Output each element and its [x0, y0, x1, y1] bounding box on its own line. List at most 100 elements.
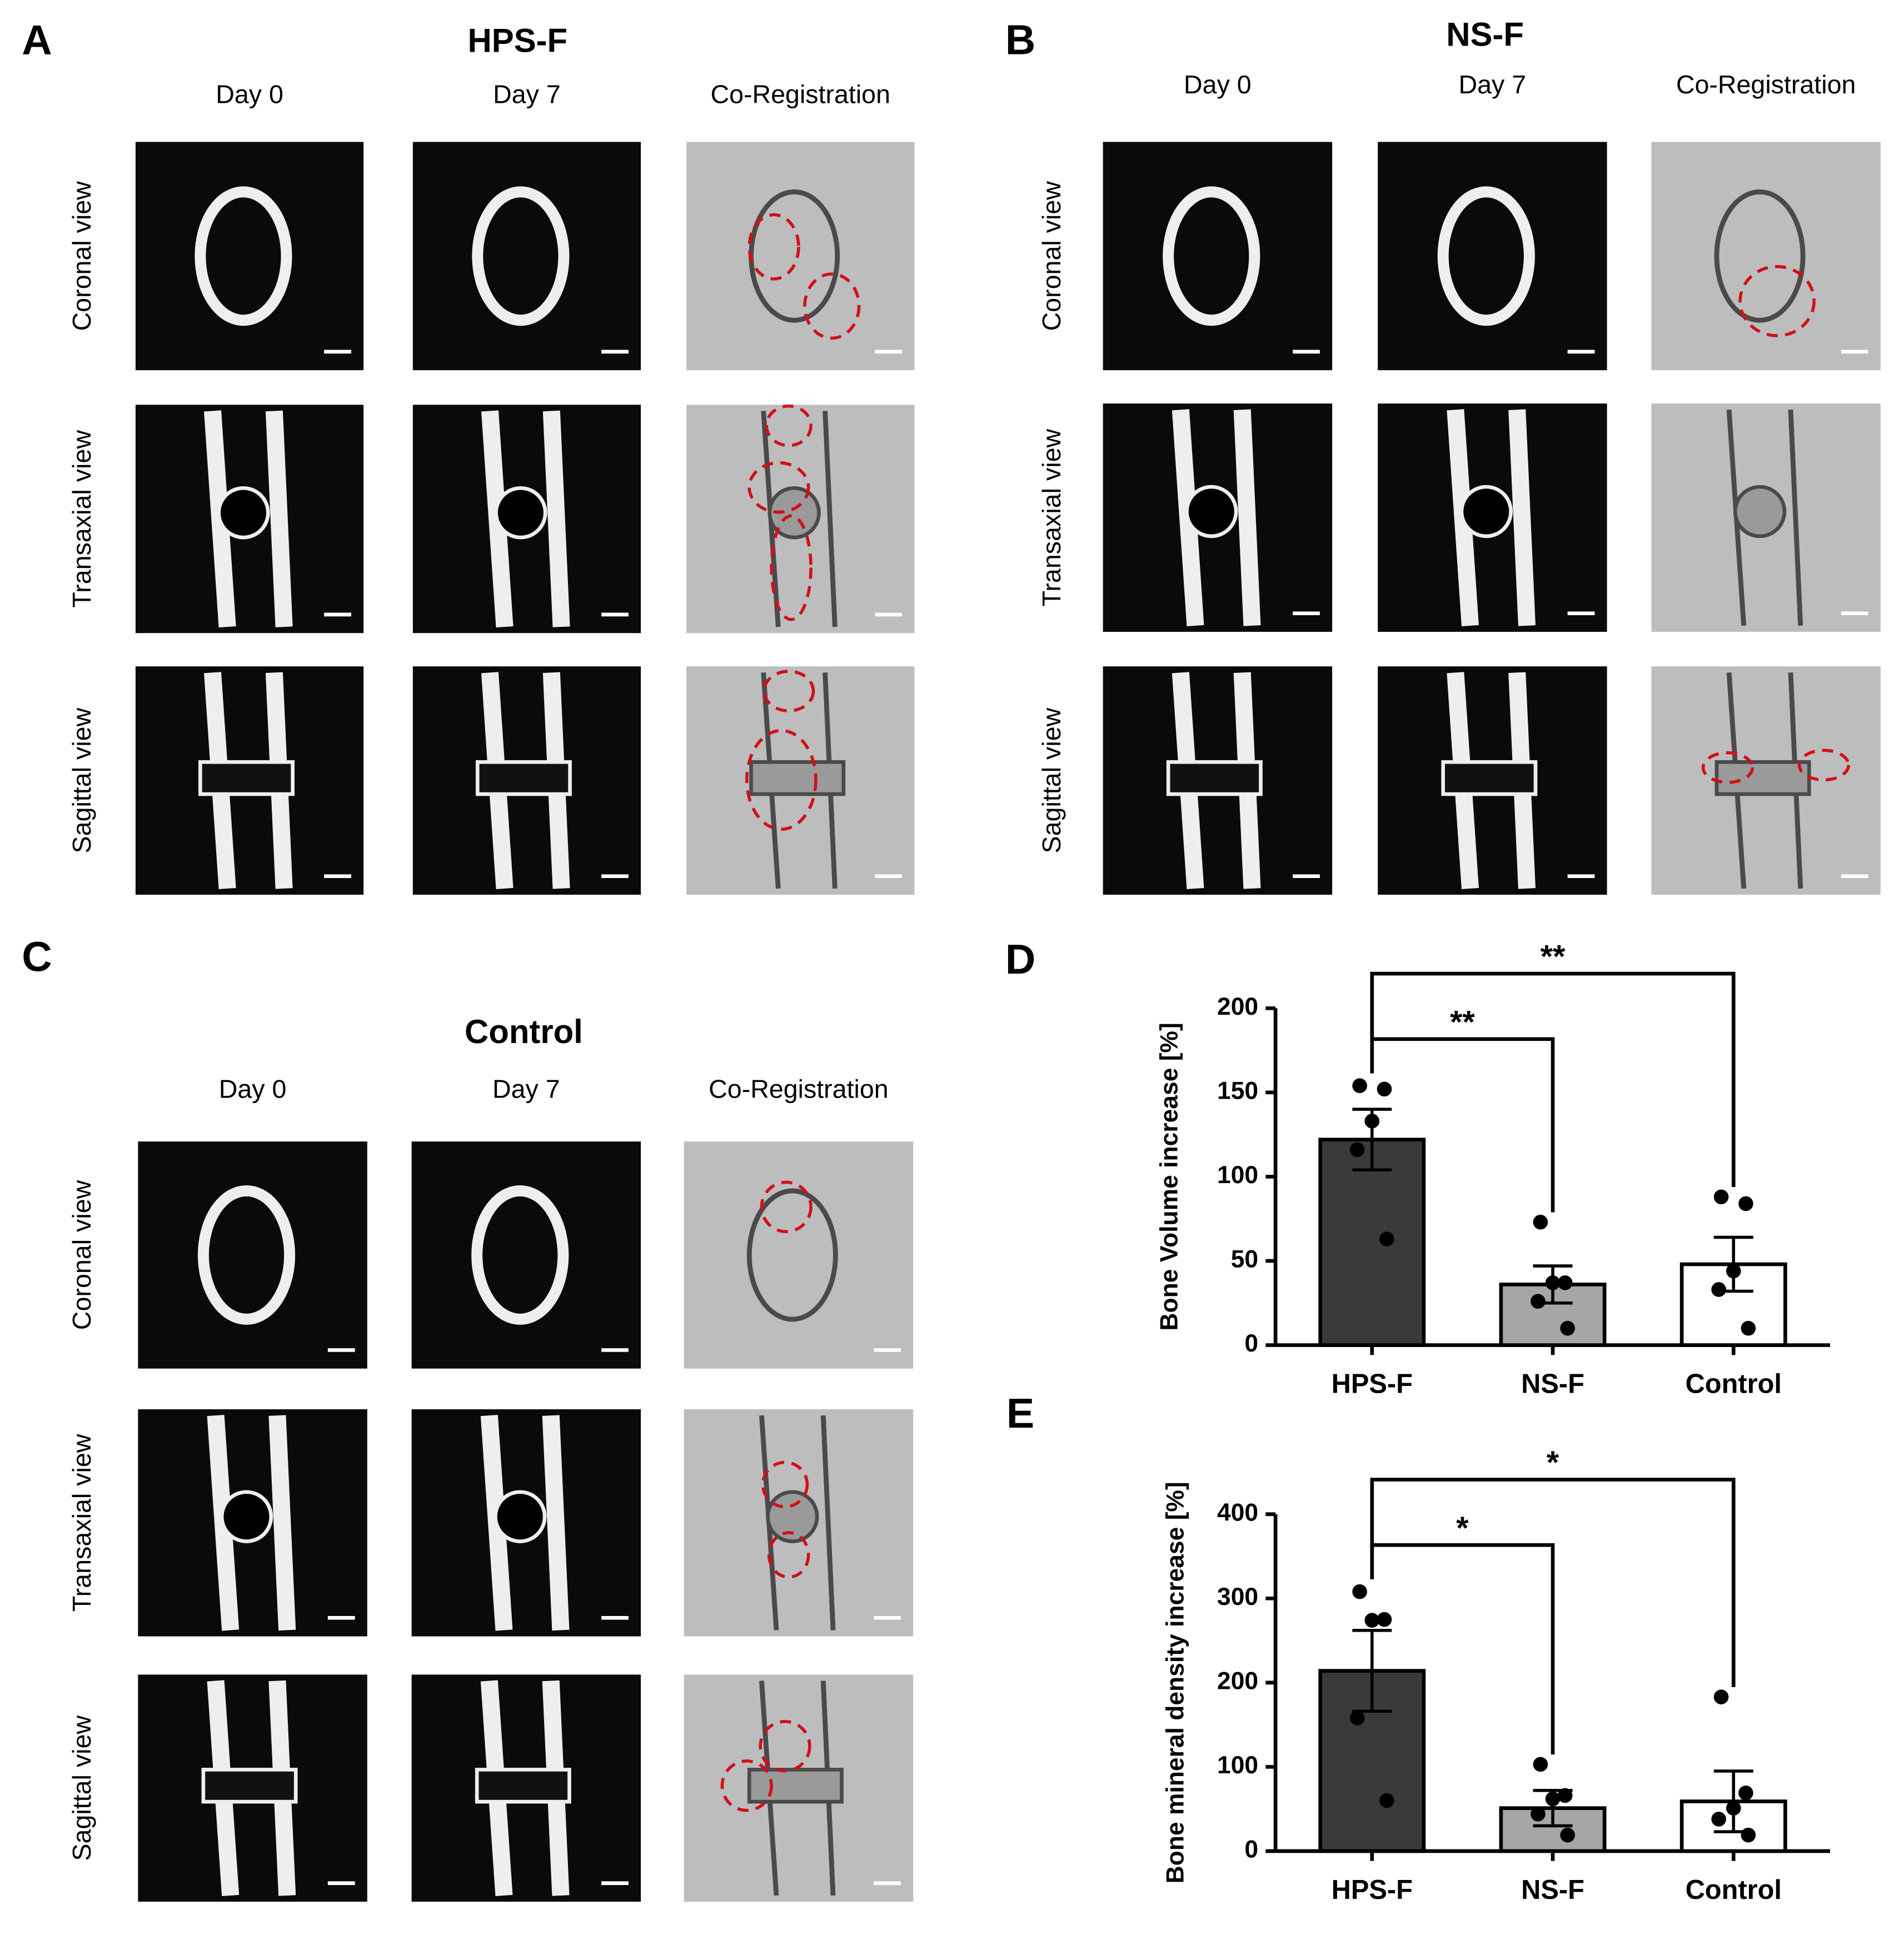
column-header: Day 0	[216, 80, 283, 109]
significance-label: **	[1450, 1004, 1475, 1040]
panel-letter: A	[22, 17, 52, 63]
row-label: Coronal view	[1037, 181, 1066, 331]
highlight-circle	[1797, 749, 1850, 782]
data-point	[1533, 1757, 1548, 1772]
defect	[766, 1490, 819, 1543]
x-tick-label: Control	[1686, 1369, 1782, 1399]
ct-image	[1651, 403, 1881, 632]
bone-shape	[820, 1415, 836, 1630]
image-background	[411, 1141, 641, 1369]
data-point	[1349, 1142, 1365, 1158]
panel-letter: E	[1006, 1390, 1034, 1437]
highlight-circle	[745, 729, 818, 831]
highlight-circle	[759, 1720, 811, 1773]
defect	[494, 1490, 547, 1543]
row-label: Sagittal view	[67, 1715, 96, 1861]
ct-image	[1378, 666, 1607, 895]
defect	[217, 486, 270, 540]
data-point	[1379, 1793, 1394, 1808]
data-point	[1545, 1791, 1561, 1807]
panel-letter: B	[1005, 17, 1035, 63]
y-tick-label: 400	[1217, 1499, 1258, 1526]
data-point	[1557, 1788, 1573, 1803]
ct-image	[1651, 142, 1881, 371]
column-header: Day 7	[492, 1074, 560, 1103]
data-point	[1364, 1613, 1380, 1628]
defect	[767, 486, 821, 540]
ct-image	[686, 666, 915, 895]
x-tick-label: NS-F	[1521, 1369, 1584, 1399]
data-point	[1726, 1263, 1741, 1279]
bone-shape	[1437, 186, 1535, 326]
data-point	[1560, 1827, 1575, 1843]
highlight-circle	[770, 514, 813, 621]
defect	[220, 1490, 273, 1543]
highlight-circle	[747, 461, 810, 514]
column-header: Co-Registration	[1676, 70, 1856, 99]
highlight-circle	[767, 1531, 810, 1579]
defect	[1459, 485, 1513, 538]
column-header: Day 0	[219, 1074, 287, 1103]
implant	[749, 760, 846, 796]
ct-image	[686, 142, 915, 371]
defect	[494, 486, 547, 540]
data-point	[1726, 1801, 1741, 1816]
column-header: Day 0	[1184, 70, 1252, 99]
ct-image	[1103, 666, 1333, 895]
y-tick-label: 100	[1217, 1161, 1258, 1189]
data-point	[1377, 1081, 1392, 1097]
y-tick-label: 150	[1217, 1078, 1258, 1105]
image-background	[1378, 142, 1607, 371]
data-point	[1545, 1275, 1561, 1290]
data-point	[1352, 1078, 1367, 1094]
data-point	[1352, 1584, 1367, 1599]
y-tick-label: 50	[1231, 1246, 1258, 1273]
bone-shape	[195, 186, 292, 326]
highlight-circle	[760, 1180, 813, 1233]
y-tick-label: 200	[1217, 1668, 1258, 1695]
highlight-circle	[1738, 265, 1816, 337]
row-label: Transaxial view	[67, 1434, 96, 1612]
row-label: Transaxial view	[67, 430, 96, 608]
bar	[1679, 1262, 1787, 1347]
highlight-circle	[720, 1759, 773, 1812]
bone-shape	[542, 1415, 570, 1631]
ct-image	[135, 142, 364, 371]
y-axis-label: Bone mineral density increase [%]	[1162, 1482, 1189, 1883]
ct-image	[684, 1141, 914, 1369]
ct-image	[138, 1409, 367, 1637]
image-background	[684, 1141, 914, 1369]
y-tick-label: 0	[1244, 1836, 1258, 1863]
data-point	[1741, 1827, 1756, 1843]
implant	[747, 1768, 844, 1804]
implant	[1166, 760, 1263, 796]
significance-bracket	[1370, 1543, 1555, 1755]
panel-letter: D	[1005, 936, 1035, 983]
ct-image	[412, 666, 641, 895]
highlight-circle	[1701, 751, 1755, 784]
data-point	[1557, 1275, 1573, 1290]
image-background	[686, 142, 915, 371]
bone-shape	[1788, 410, 1803, 626]
row-label: Coronal view	[67, 181, 96, 331]
bar	[1318, 1138, 1426, 1347]
image-background	[138, 1141, 367, 1369]
implant	[475, 760, 572, 796]
data-point	[1377, 1612, 1392, 1627]
image-background	[135, 142, 364, 371]
data-point	[1531, 1806, 1546, 1822]
bone-shape	[472, 186, 570, 326]
ct-image	[411, 1409, 641, 1637]
highlight-circle	[762, 670, 815, 712]
bone-shape	[542, 410, 570, 627]
x-tick-label: Control	[1686, 1875, 1782, 1905]
data-point	[1349, 1710, 1365, 1725]
ct-image	[1651, 666, 1881, 895]
image-background	[1651, 142, 1881, 371]
significance-bracket	[1370, 971, 1736, 1188]
row-label: Sagittal view	[67, 707, 96, 853]
column-header: Co-Registration	[711, 80, 890, 109]
highlight-circle	[761, 1460, 809, 1509]
